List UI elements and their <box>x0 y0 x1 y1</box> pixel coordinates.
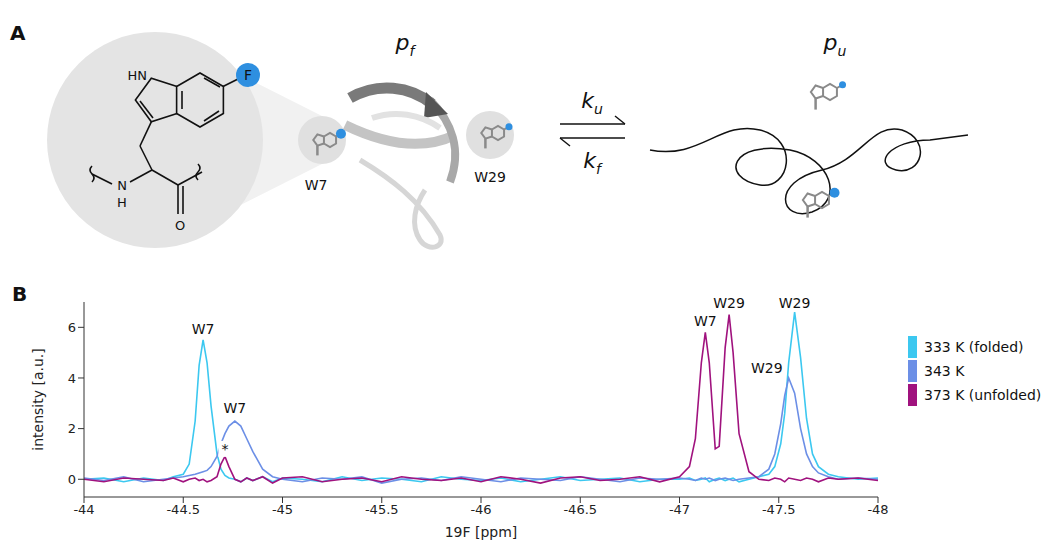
svg-text:0: 0 <box>68 472 76 487</box>
svg-text:W29: W29 <box>751 360 783 376</box>
svg-text:pf: pf <box>395 30 417 59</box>
svg-text:F: F <box>244 67 252 83</box>
svg-text:-47.5: -47.5 <box>762 502 796 517</box>
html-text:B: B <box>12 282 28 306</box>
svg-text:-44: -44 <box>73 502 94 517</box>
svg-text:W7: W7 <box>694 313 717 329</box>
svg-text:*: * <box>221 441 228 457</box>
svg-text:-46: -46 <box>470 502 491 517</box>
svg-text:A: A <box>10 21 26 45</box>
svg-text:ku: ku <box>581 88 603 117</box>
svg-text:19F [ppm]: 19F [ppm] <box>445 524 518 540</box>
svg-text:W29: W29 <box>474 169 506 185</box>
svg-text:4: 4 <box>68 371 76 386</box>
svg-text:W7: W7 <box>305 177 328 193</box>
svg-text:kf: kf <box>583 148 603 177</box>
svg-text:6: 6 <box>68 320 76 335</box>
svg-text:intensity [a.u.]: intensity [a.u.] <box>30 348 46 450</box>
svg-text:-47: -47 <box>669 502 690 517</box>
svg-text:W7: W7 <box>223 400 246 416</box>
svg-text:HN: HN <box>128 68 148 83</box>
svg-text:N: N <box>117 178 127 193</box>
svg-text:2: 2 <box>68 421 76 436</box>
svg-text:W29: W29 <box>779 295 811 311</box>
svg-text:-44.5: -44.5 <box>166 502 200 517</box>
svg-text:pu: pu <box>823 30 847 59</box>
svg-text:O: O <box>175 218 185 233</box>
html-text:343 K: 343 K <box>924 363 965 379</box>
svg-text:-45: -45 <box>272 502 293 517</box>
svg-text:-48: -48 <box>867 502 888 517</box>
svg-text:-46.5: -46.5 <box>563 502 597 517</box>
svg-text:W29: W29 <box>713 295 745 311</box>
svg-text:W7: W7 <box>192 321 215 337</box>
svg-text:H: H <box>117 195 127 210</box>
svg-text:-45.5: -45.5 <box>365 502 399 517</box>
html-text:333 K (folded): 333 K (folded) <box>924 339 1024 355</box>
html-text:373 K (unfolded): 373 K (unfolded) <box>924 387 1042 403</box>
